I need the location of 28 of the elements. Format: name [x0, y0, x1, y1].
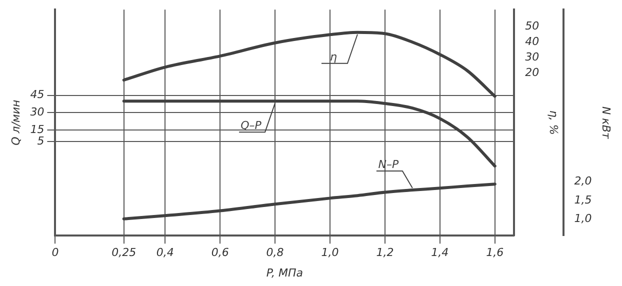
y-tick-label: 5 — [37, 134, 44, 148]
x-tick-label: 0,4 — [156, 246, 174, 260]
x-tick-label: 0 — [52, 246, 59, 260]
x-tick-label: 1,0 — [321, 246, 339, 260]
y2-axis-title: η, % — [546, 110, 560, 135]
y-tick-label: 15 — [30, 122, 44, 136]
x-tick-label: 0,8 — [266, 246, 284, 260]
x-tick-label: 1,4 — [431, 246, 449, 260]
line-series — [122, 30, 496, 98]
y-axis-title: Q л/мин — [9, 100, 22, 146]
y2-tick-label: 50 — [525, 19, 540, 32]
y2-tick-label: 30 — [525, 50, 540, 64]
series-label: Q–P — [240, 119, 262, 132]
y2-tick-label: 20 — [525, 66, 540, 79]
y-tick-label: 45 — [30, 88, 44, 102]
y3-tick-label: 1,5 — [574, 193, 592, 206]
y3-tick-label: 2,0 — [574, 174, 592, 188]
x-tick-label: 0,25 — [112, 246, 136, 260]
y3-axis-title: N кВт — [600, 106, 613, 140]
series-label: η — [330, 50, 337, 64]
x-axis-title: P, МПа — [266, 266, 304, 280]
y3-tick-label: 1,0 — [574, 212, 592, 225]
y-tick-label: 30 — [30, 106, 44, 119]
x-tick-label: 1,2 — [376, 246, 394, 260]
x-tick-label: 1,6 — [486, 246, 504, 260]
x-tick-label: 0,6 — [211, 246, 229, 260]
y2-tick-label: 40 — [525, 34, 540, 48]
line-series — [122, 100, 496, 168]
